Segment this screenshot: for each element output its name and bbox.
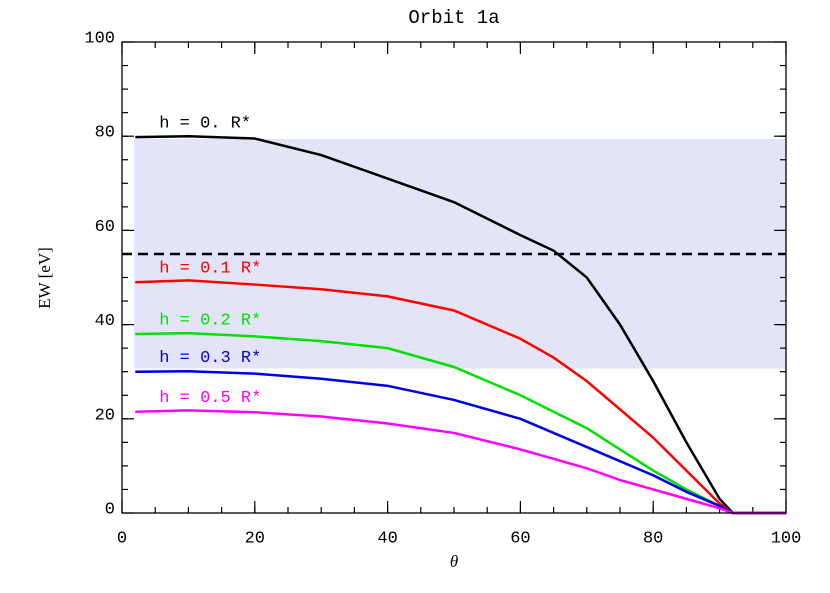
plot-frame: [121, 41, 787, 514]
x-tick-label: 20: [245, 529, 265, 548]
x-tick-label: 0: [117, 529, 127, 548]
y-tick-label: 80: [95, 124, 115, 143]
y-tick-label: 20: [95, 406, 115, 425]
x-tick-label: 40: [377, 529, 397, 548]
series-label: h = 0. R*: [159, 115, 251, 134]
x-tick-label: 60: [510, 529, 530, 548]
series-label: h = 0.3 R*: [159, 349, 261, 368]
y-tick-label: 60: [95, 218, 115, 237]
x-tick-label: 100: [771, 529, 802, 548]
series-label: h = 0.2 R*: [159, 312, 261, 331]
y-tick-label: 40: [95, 312, 115, 331]
series-line: [135, 134, 786, 515]
series-line: [135, 409, 786, 515]
y-axis-label: EW [eV]: [35, 247, 54, 309]
series-label: h = 0.1 R*: [159, 260, 261, 279]
series-line: [135, 369, 786, 515]
x-axis-label: θ: [450, 552, 458, 571]
y-tick-label: 0: [105, 500, 115, 519]
y-tick-label: 100: [84, 29, 115, 48]
chart-title: Orbit 1a: [408, 7, 499, 29]
series-label: h = 0.5 R*: [159, 389, 261, 408]
x-tick-label: 80: [643, 529, 663, 548]
series-line: [135, 279, 786, 515]
